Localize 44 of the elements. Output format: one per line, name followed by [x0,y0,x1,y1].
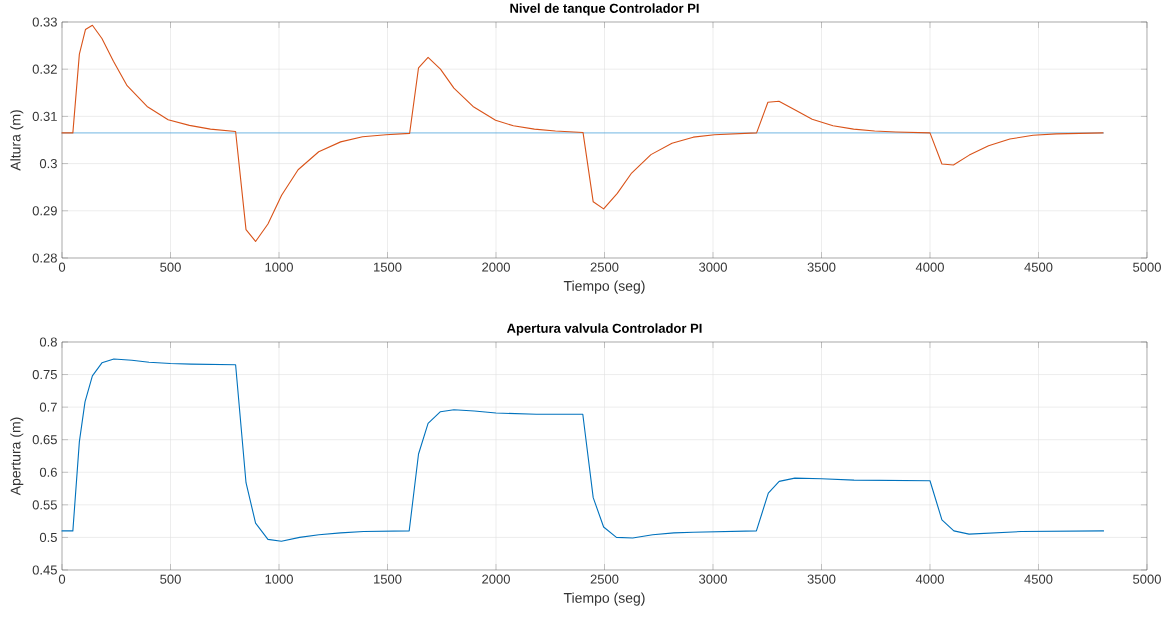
y-tick-label: 0.31 [32,111,57,121]
x-tick-label: 4000 [915,574,944,584]
y-tick-label: 0.3 [39,158,57,169]
x-tick-label: 3000 [699,262,727,272]
x-tick-label: 0 [58,262,66,272]
y-tick-label: 0.6 [39,467,57,477]
y-tick-label: 0.33 [32,17,57,27]
chart-title: Apertura valvula Controlador PI [506,323,702,336]
chart-title: Nivel de tanque Controlador PI [510,3,699,16]
x-tick-label: 3500 [807,262,836,272]
y-tick-label: 0.65 [32,435,57,445]
y-tick-label: 0.5 [39,532,57,543]
x-tick-label: 4500 [1024,574,1053,584]
y-tick-label: 0.7 [39,402,57,412]
y-tick-label: 0.28 [32,253,57,263]
x-tick-label: 3500 [807,574,836,584]
y-tick-label: 0.75 [32,369,57,380]
line-series [61,24,1104,243]
x-tick-label: 2000 [482,262,510,272]
x-tick-label: 500 [160,574,181,584]
x-tick-label: 2500 [590,574,619,584]
x-tick-label: 1500 [374,574,402,584]
x-tick-label: 0 [58,574,66,584]
x-tick-label: 5000 [1133,262,1161,272]
x-tick-label: 1500 [374,262,402,272]
x-tick-label: 1000 [265,574,293,584]
x-axis-title: Tiempo (seg) [563,592,645,606]
x-tick-label: 4500 [1024,262,1053,272]
x-tick-label: 4000 [915,262,944,272]
x-tick-label: 500 [160,262,181,272]
x-tick-label: 2000 [482,574,510,584]
y-tick-label: 0.45 [32,565,57,575]
line-series [61,358,1105,542]
x-tick-label: 5000 [1133,574,1161,584]
y-tick-label: 0.55 [32,500,57,510]
y-axis-title: Apertura (m) [10,417,24,496]
x-tick-label: 1000 [265,262,293,272]
x-tick-label: 2500 [590,262,619,272]
y-tick-label: 0.8 [39,337,57,347]
x-tick-label: 3000 [699,574,727,584]
y-tick-label: 0.29 [32,206,57,216]
y-axis-title: Altura (m) [10,110,24,171]
x-axis-title: Tiempo (seg) [563,280,645,294]
y-tick-label: 0.32 [32,64,57,74]
